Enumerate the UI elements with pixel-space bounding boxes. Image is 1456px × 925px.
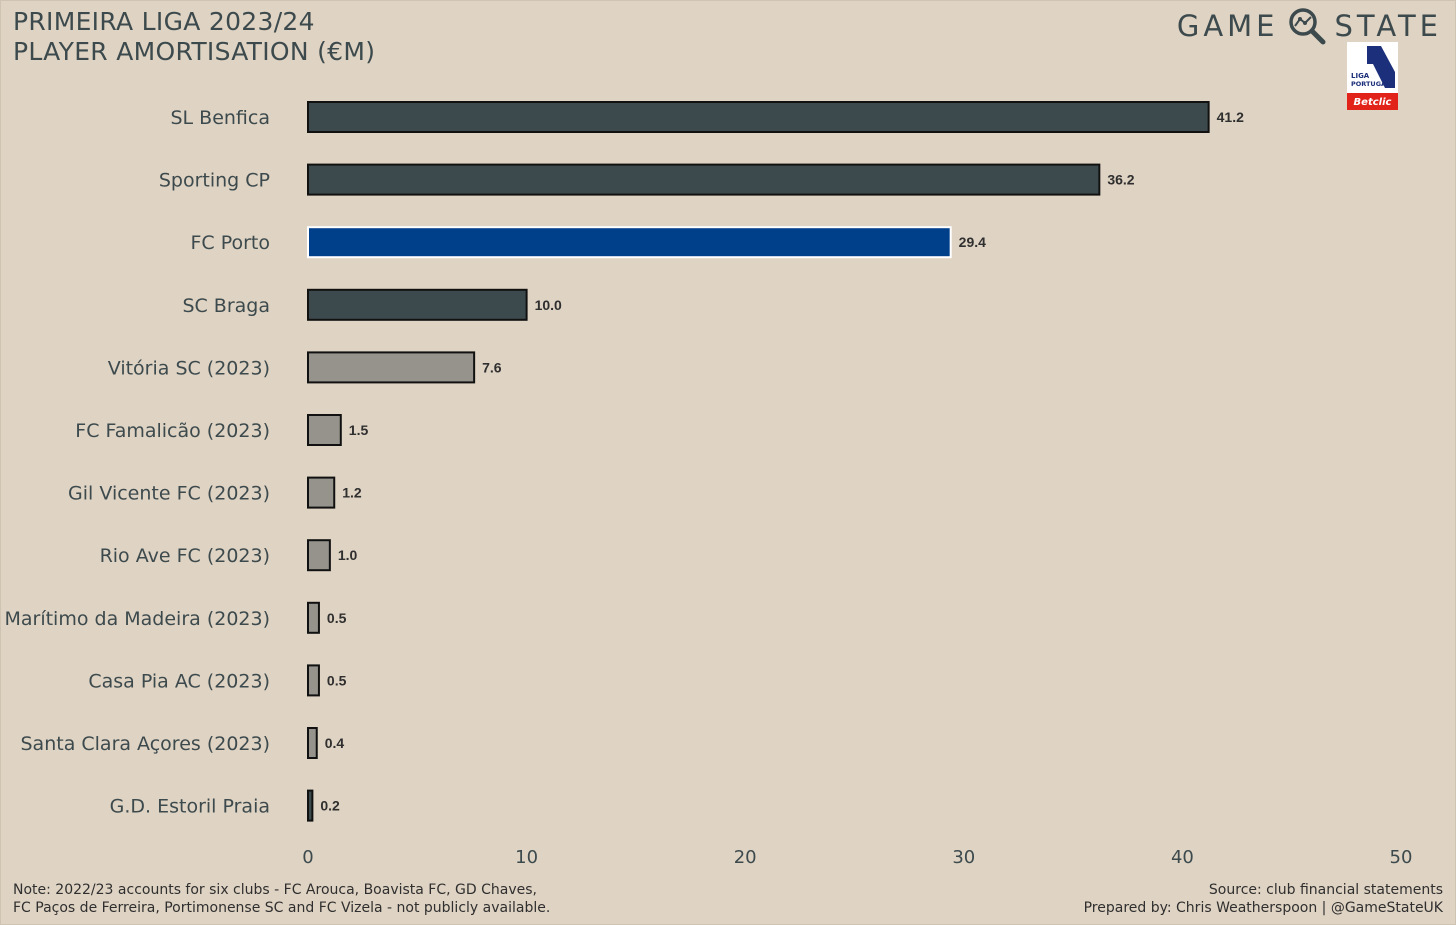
x-tick-label: 20 — [734, 847, 757, 868]
category-label: Santa Clara Açores (2023) — [21, 733, 271, 755]
bar — [307, 288, 528, 321]
bar — [307, 601, 320, 634]
value-label: 29.4 — [959, 234, 986, 250]
bar — [307, 351, 476, 384]
bar — [307, 226, 952, 259]
svg-text:LIGA: LIGA — [1351, 72, 1370, 80]
value-label: 41.2 — [1217, 109, 1244, 125]
note-line-2: FC Paços de Ferreira, Portimonense SC an… — [13, 900, 551, 916]
value-label: 1.5 — [349, 422, 369, 438]
value-label: 1.0 — [338, 547, 358, 563]
category-label: Vitória SC (2023) — [108, 357, 270, 379]
magnifier-icon — [1288, 8, 1325, 45]
bar — [307, 414, 342, 446]
credit-text: Prepared by: Chris Weatherspoon | @GameS… — [1083, 900, 1443, 916]
brand-word-game: GAME — [1176, 9, 1279, 43]
game-state-logo: GAME STATE — [1177, 6, 1442, 46]
category-label: SC Braga — [182, 295, 270, 317]
category-label: Gil Vicente FC (2023) — [68, 483, 270, 505]
svg-text:Betclic: Betclic — [1354, 97, 1392, 108]
value-label: 0.4 — [325, 735, 345, 751]
category-label: Casa Pia AC (2023) — [88, 670, 270, 692]
bar — [307, 476, 336, 509]
footer-note: Note: 2022/23 accounts for six clubs - F… — [13, 881, 550, 917]
category-label: G.D. Estoril Praia — [110, 796, 270, 818]
x-tick-label: 10 — [515, 847, 538, 868]
bar — [307, 727, 318, 759]
category-label: Marítimo da Madeira (2023) — [4, 608, 270, 630]
bar — [307, 789, 314, 822]
bar — [307, 163, 1101, 196]
x-tick-label: 30 — [952, 847, 975, 868]
category-label: SL Benfica — [170, 107, 270, 129]
category-label: Rio Ave FC (2023) — [100, 545, 270, 567]
bar — [307, 539, 331, 572]
x-tick-label: 50 — [1390, 847, 1413, 868]
x-tick-label: 0 — [302, 847, 313, 868]
value-label: 0.5 — [327, 672, 347, 688]
category-label: FC Famalicão (2023) — [75, 420, 270, 442]
title-line-1: PRIMEIRA LIGA 2023/24 — [13, 7, 315, 36]
bar — [307, 664, 320, 697]
liga-portugal-logo: LIGA PORTUGAL Betclic — [1347, 42, 1398, 110]
value-label: 36.2 — [1107, 172, 1134, 188]
category-label: Sporting CP — [159, 170, 270, 192]
footer-credits: Source: club financial statements Prepar… — [1084, 881, 1443, 917]
bar — [307, 101, 1210, 133]
note-line-1: Note: 2022/23 accounts for six clubs - F… — [13, 882, 537, 898]
x-tick-label: 40 — [1171, 847, 1194, 868]
value-label: 0.2 — [320, 798, 340, 814]
value-label: 0.5 — [327, 610, 347, 626]
category-label: FC Porto — [190, 232, 270, 254]
svg-text:PORTUGAL: PORTUGAL — [1351, 80, 1390, 88]
chart-title: PRIMEIRA LIGA 2023/24 PLAYER AMORTISATIO… — [13, 7, 375, 67]
title-line-2: PLAYER AMORTISATION (€M) — [13, 37, 376, 66]
source-text: Source: club financial statements — [1208, 882, 1443, 898]
value-label: 7.6 — [482, 359, 502, 375]
value-label: 1.2 — [342, 485, 362, 501]
brand-word-state: STATE — [1334, 9, 1442, 43]
value-label: 10.0 — [535, 297, 562, 313]
